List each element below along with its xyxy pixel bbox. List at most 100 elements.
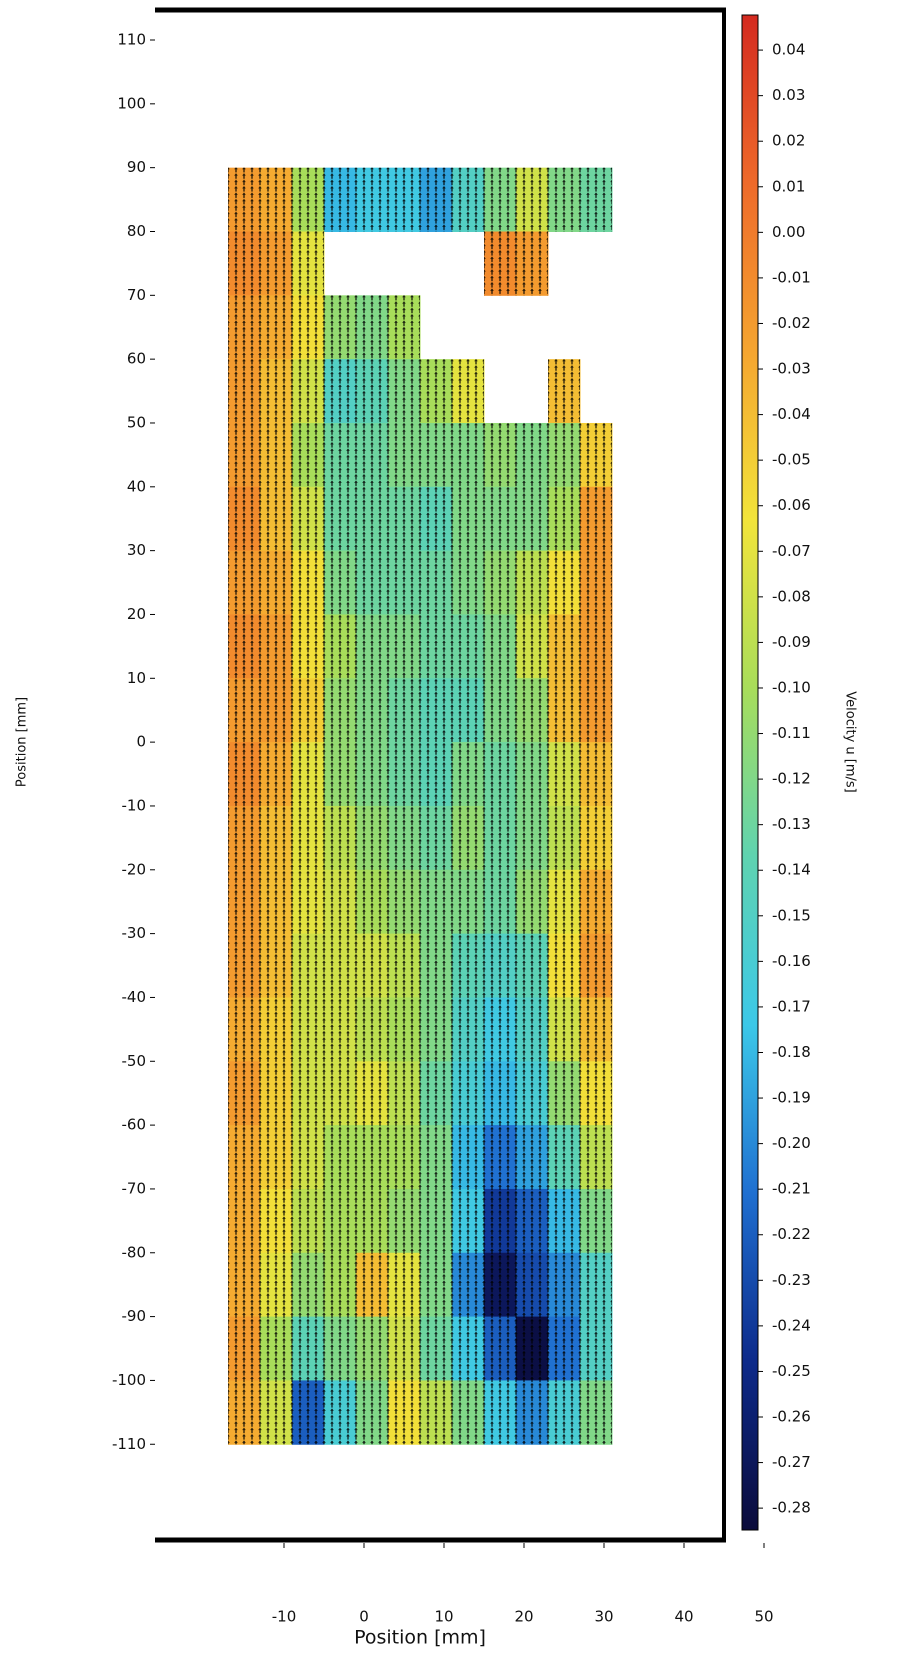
colorbar-tick-label: -0.21 bbox=[772, 1180, 811, 1198]
vector-arrows bbox=[356, 742, 388, 806]
vector-arrows bbox=[484, 614, 516, 679]
vector-arrows bbox=[484, 1061, 516, 1126]
vector-arrows bbox=[356, 359, 388, 423]
vector-arrows bbox=[516, 1188, 548, 1253]
vector-arrows bbox=[420, 422, 452, 487]
vector-arrows bbox=[324, 359, 356, 423]
vector-arrows bbox=[228, 1188, 260, 1253]
vector-arrows bbox=[420, 742, 452, 806]
vector-arrows bbox=[420, 167, 452, 232]
colorbar-label: Velocity u [m/s] bbox=[843, 691, 858, 792]
vector-arrows bbox=[580, 614, 612, 679]
vector-arrows bbox=[516, 933, 548, 998]
vector-arrows bbox=[548, 742, 580, 806]
colorbar-tick-label: -0.05 bbox=[772, 451, 811, 469]
y-tick-label: -100 bbox=[112, 1371, 146, 1389]
vector-arrows bbox=[260, 550, 292, 615]
vector-arrows bbox=[292, 742, 324, 806]
colorbar-tick-label: -0.26 bbox=[772, 1408, 811, 1426]
y-tick-label: 100 bbox=[117, 94, 146, 112]
vector-arrows bbox=[324, 167, 356, 232]
vector-arrows bbox=[228, 231, 260, 296]
vector-arrows bbox=[516, 1252, 548, 1317]
vector-arrows bbox=[452, 422, 484, 487]
vector-arrows bbox=[516, 678, 548, 743]
vector-arrows bbox=[420, 550, 452, 615]
y-tick-label: 90 bbox=[127, 158, 146, 176]
vector-arrows bbox=[324, 1316, 356, 1381]
vector-arrows bbox=[388, 422, 420, 487]
vector-arrows bbox=[516, 231, 548, 296]
vector-arrows bbox=[548, 1380, 580, 1445]
vector-arrows bbox=[420, 678, 452, 743]
vector-arrows bbox=[260, 1061, 292, 1126]
vector-arrows bbox=[452, 614, 484, 679]
vector-arrows bbox=[516, 614, 548, 679]
y-tick-label: 10 bbox=[127, 669, 146, 687]
vector-arrows bbox=[484, 231, 516, 296]
vector-arrows bbox=[452, 1252, 484, 1317]
vector-arrows bbox=[260, 167, 292, 232]
vector-arrows bbox=[420, 1252, 452, 1317]
vector-arrows bbox=[228, 678, 260, 743]
vector-arrows bbox=[516, 805, 548, 870]
colorbar-tick-label: -0.15 bbox=[772, 906, 811, 924]
y-tick-label: 60 bbox=[127, 350, 146, 368]
vector-arrows bbox=[356, 167, 388, 232]
x-tick-label: 0 bbox=[359, 1608, 369, 1626]
vector-arrows bbox=[260, 422, 292, 487]
vector-arrows bbox=[292, 550, 324, 615]
vector-arrows bbox=[356, 869, 388, 934]
vector-arrows bbox=[228, 997, 260, 1062]
vector-arrows bbox=[228, 1125, 260, 1189]
vector-arrows bbox=[548, 167, 580, 232]
vector-arrows bbox=[388, 869, 420, 934]
vector-arrows bbox=[452, 933, 484, 998]
vector-arrows bbox=[452, 869, 484, 934]
colorbar-tick-label: -0.19 bbox=[772, 1089, 811, 1107]
vector-arrows bbox=[580, 486, 612, 551]
vector-arrows bbox=[548, 997, 580, 1062]
vector-arrows bbox=[292, 167, 324, 232]
vector-arrows bbox=[356, 295, 388, 360]
vector-arrows bbox=[356, 805, 388, 870]
vector-arrows bbox=[548, 486, 580, 551]
vector-arrows bbox=[324, 1125, 356, 1189]
colorbar-tick-label: -0.08 bbox=[772, 587, 811, 605]
vector-arrows bbox=[452, 997, 484, 1062]
vector-arrows bbox=[388, 167, 420, 232]
vector-arrows bbox=[388, 1252, 420, 1317]
vector-arrows bbox=[420, 933, 452, 998]
vector-arrows bbox=[292, 1252, 324, 1317]
vector-arrows bbox=[580, 1188, 612, 1253]
vector-arrows bbox=[324, 869, 356, 934]
y-tick-label: -20 bbox=[122, 860, 147, 878]
vector-arrows bbox=[356, 933, 388, 998]
vector-arrows bbox=[292, 1188, 324, 1253]
x-tick-label: 40 bbox=[674, 1608, 693, 1626]
vector-arrows bbox=[580, 550, 612, 615]
vector-arrows bbox=[388, 1316, 420, 1381]
vector-arrows bbox=[516, 742, 548, 806]
x-tick-label: -10 bbox=[272, 1608, 297, 1626]
vector-arrows bbox=[580, 678, 612, 743]
vector-arrows bbox=[580, 422, 612, 487]
vector-arrows bbox=[484, 933, 516, 998]
colorbar bbox=[741, 14, 759, 1531]
vector-arrows bbox=[228, 167, 260, 232]
y-tick-label: -80 bbox=[122, 1243, 147, 1261]
vector-arrows bbox=[228, 805, 260, 870]
vector-arrows bbox=[388, 997, 420, 1062]
colorbar-tick-label: -0.02 bbox=[772, 314, 811, 332]
vector-arrows bbox=[420, 1188, 452, 1253]
vector-arrows bbox=[228, 486, 260, 551]
vector-arrows bbox=[356, 1252, 388, 1317]
colorbar-tick-label: -0.20 bbox=[772, 1134, 811, 1152]
vector-arrows bbox=[292, 231, 324, 296]
vector-arrows bbox=[420, 1316, 452, 1381]
vector-arrows bbox=[548, 678, 580, 743]
vector-arrows bbox=[516, 486, 548, 551]
vector-arrows bbox=[548, 422, 580, 487]
y-tick-label: -30 bbox=[122, 924, 147, 942]
vector-arrows bbox=[292, 997, 324, 1062]
